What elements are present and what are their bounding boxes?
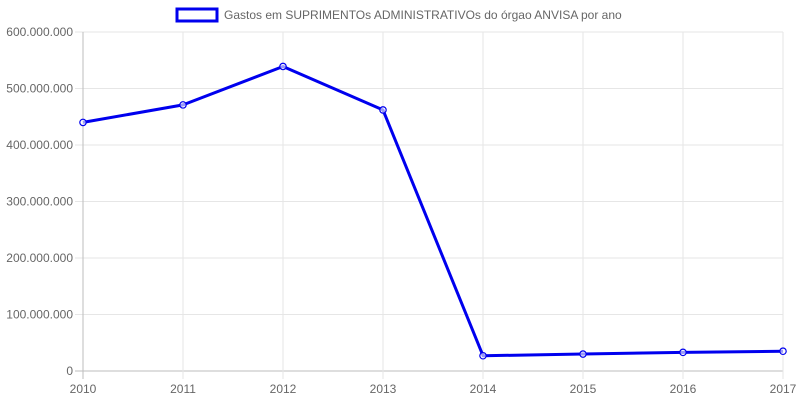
y-tick-label: 500.000.000: [6, 82, 73, 96]
legend-swatch: [175, 7, 219, 23]
data-point: [679, 348, 687, 357]
series-line: [82, 64, 784, 358]
x-tick-label: 2012: [270, 382, 297, 396]
x-tick-label: 2013: [370, 382, 397, 396]
y-tick-label: 0: [66, 364, 73, 378]
legend[interactable]: Gastos em SUPRIMENTOs ADMINISTRATIVOs do…: [175, 7, 622, 23]
x-tick-label: 2015: [570, 382, 597, 396]
x-tick-label: 2011: [170, 382, 196, 396]
data-point: [179, 101, 187, 109]
x-axis: 2010 2011 2012 2013 2014 2015 2016 2017: [70, 382, 797, 396]
data-point: [379, 106, 387, 114]
data-point: [79, 118, 87, 127]
y-tick-label: 400.000.000: [6, 138, 73, 152]
x-tick-label: 2010: [70, 382, 97, 396]
y-axis: 0 100.000.000 200.000.000 300.000.000 400.00…: [6, 25, 73, 378]
legend-label: Gastos em SUPRIMENTOs ADMINISTRATIVOs do…: [224, 8, 622, 22]
y-tick-label: 100.000.000: [6, 308, 73, 322]
grid: [75, 31, 784, 379]
y-tick-label: 600.000.000: [6, 25, 73, 39]
x-tick-label: 2016: [670, 382, 697, 396]
x-tick-label: 2017: [770, 382, 797, 396]
x-tick-label: 2014: [470, 382, 497, 396]
data-point: [479, 351, 487, 360]
data-point: [579, 350, 587, 358]
data-point: [779, 347, 787, 356]
y-tick-label: 200.000.000: [6, 251, 73, 265]
data-point: [279, 62, 287, 71]
y-tick-label: 300.000.000: [6, 195, 73, 209]
series-group: [79, 62, 787, 360]
